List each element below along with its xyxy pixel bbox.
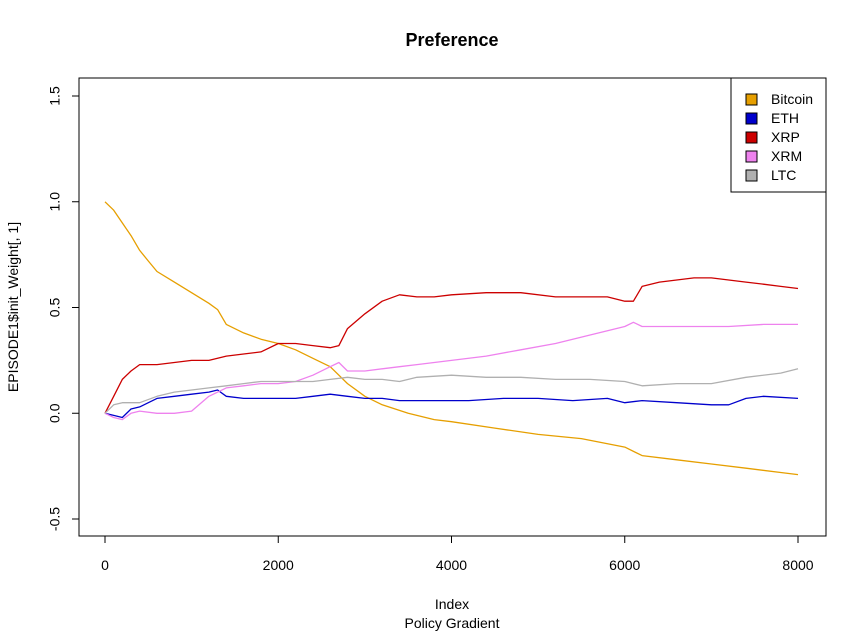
series-line-bitcoin [104, 201, 799, 476]
legend-label-xrp: XRP [771, 129, 800, 145]
x-axis-label: Index [435, 596, 469, 612]
legend-swatch-ltc [745, 169, 758, 182]
legend-label-bitcoin: Bitcoin [771, 91, 813, 107]
x-tick-label: 0 [101, 557, 109, 573]
legend-label-xrm: XRM [771, 148, 802, 164]
legend-swatch-xrm [745, 150, 758, 163]
x-axis: 0 2000 4000 6000 8000 [101, 535, 814, 573]
series-line-xrm [104, 321, 798, 421]
y-axis-label: EPISODE1$init_Weight[, 1] [5, 222, 21, 392]
legend-label-ltc: LTC [771, 167, 796, 183]
x-tick-label: 8000 [782, 557, 813, 573]
y-tick-label: 1.0 [47, 192, 63, 212]
y-tick-label: 0.0 [47, 403, 63, 423]
y-tick-label: 0.5 [47, 298, 63, 318]
y-axis: -0.5 0.0 0.5 1.0 1.5 [47, 86, 80, 531]
legend-swatch-eth [745, 112, 758, 125]
x-tick-label: 2000 [263, 557, 294, 573]
legend-swatch-bitcoin [745, 93, 758, 106]
series-line-ltc [104, 368, 799, 414]
x-tick-label: 4000 [436, 557, 467, 573]
series-line-xrp [104, 277, 799, 414]
series-line-eth [104, 389, 799, 419]
chart-title: Preference [405, 30, 498, 50]
legend-label-eth: ETH [771, 110, 799, 126]
legend-swatch-xrp [745, 131, 758, 144]
y-tick-label: -0.5 [47, 507, 63, 531]
x-tick-label: 6000 [609, 557, 640, 573]
series-layer [104, 201, 799, 476]
x-axis-sublabel: Policy Gradient [405, 615, 500, 631]
y-tick-label: 1.5 [47, 86, 63, 106]
legend: Bitcoin ETH XRP XRM LTC [730, 77, 827, 193]
plot-frame [78, 77, 827, 537]
